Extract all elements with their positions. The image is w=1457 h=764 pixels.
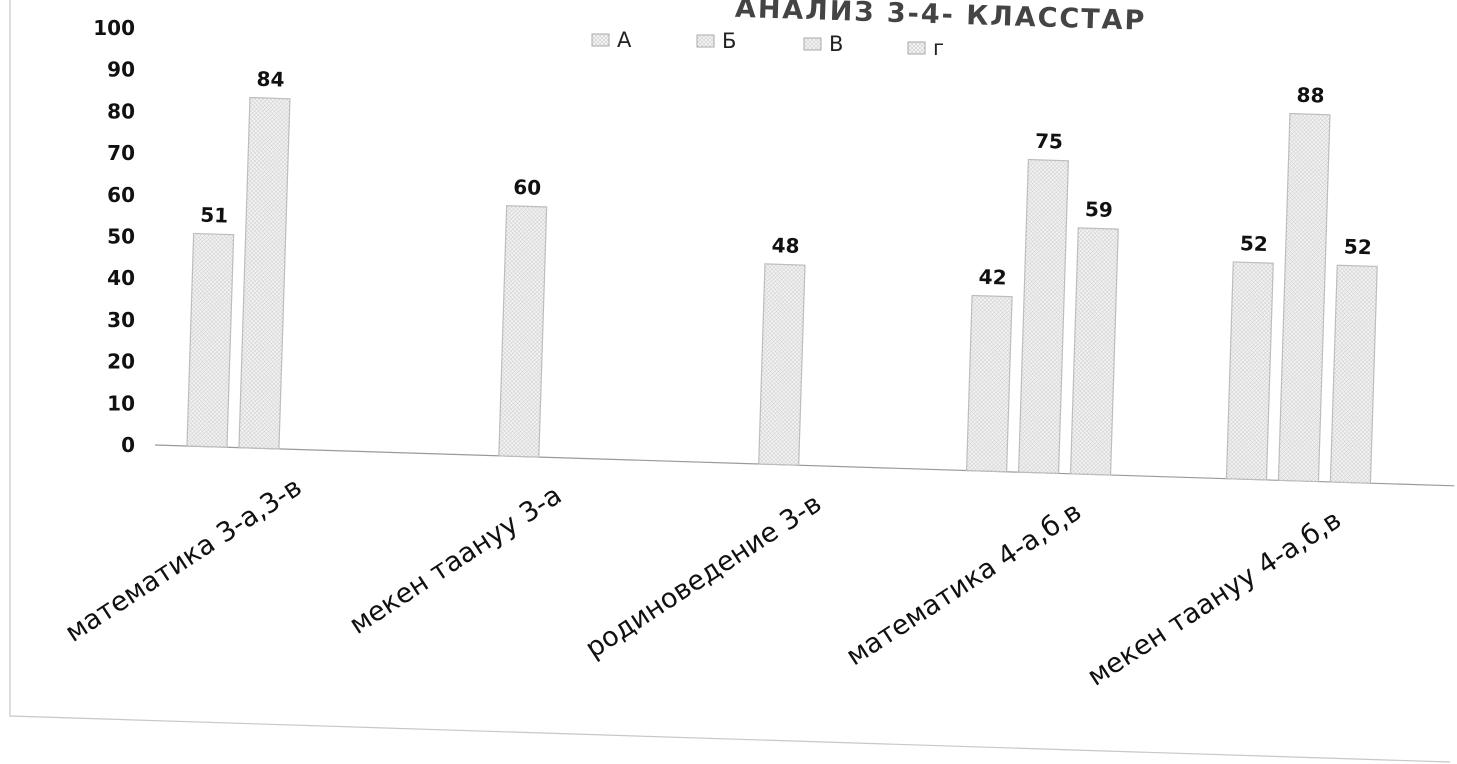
x-tick-label: родиноведение 3-в [580, 488, 827, 665]
legend-swatch [803, 37, 822, 51]
legend-swatch [907, 41, 926, 55]
bar [1329, 264, 1378, 484]
plot-area: 51 84 математика 3-а,3-в 60 мекен таануу 3-а… [60, 67, 1455, 692]
data-label: 84 [256, 67, 285, 92]
chart-frame [9, 0, 1451, 763]
data-label: 42 [978, 265, 1007, 290]
y-axis: 0 10 20 30 40 50 60 70 80 90 100 [93, 16, 135, 457]
y-tick-label: 50 [107, 225, 135, 249]
legend-label: г [933, 36, 944, 60]
data-label: 59 [1085, 197, 1114, 222]
y-tick-label: 40 [107, 266, 135, 290]
bar [498, 205, 548, 458]
legend-label: Б [722, 29, 736, 53]
chart-title: АНАЛИЗ 3-4- КЛАССТАР [734, 0, 1146, 37]
bar [1069, 227, 1119, 476]
y-tick-label: 0 [121, 433, 135, 457]
data-label: 60 [513, 175, 542, 200]
bar [965, 294, 1013, 473]
data-label: 48 [771, 233, 800, 258]
y-tick-label: 60 [107, 183, 135, 207]
bar [1017, 158, 1069, 475]
y-tick-label: 30 [107, 308, 135, 332]
x-tick-label: мекен таануу 4-а,б,в [1082, 504, 1347, 692]
data-label: 51 [200, 203, 229, 228]
bar [758, 263, 806, 466]
data-label: 88 [1296, 83, 1325, 108]
data-label: 52 [1344, 234, 1373, 259]
legend-label: В [829, 32, 843, 56]
y-tick-label: 100 [93, 16, 135, 40]
legend-label: А [617, 28, 632, 52]
bar [1277, 112, 1331, 483]
y-tick-label: 20 [107, 350, 135, 374]
bar [186, 232, 235, 448]
legend-swatch [591, 33, 610, 47]
x-tick-label: мекен таануу 3-а [344, 480, 567, 641]
data-label: 75 [1035, 129, 1064, 154]
x-tick-label: математика 4-а,б,в [841, 496, 1087, 672]
x-tick-label: математика 3-а,3-в [60, 472, 308, 649]
data-label: 52 [1240, 231, 1269, 256]
legend-swatch [696, 34, 715, 48]
bar [1225, 261, 1274, 481]
y-tick-label: 70 [107, 141, 135, 165]
y-tick-label: 80 [107, 99, 135, 123]
y-tick-label: 10 [107, 391, 135, 415]
y-tick-label: 90 [107, 58, 135, 82]
bar [238, 96, 291, 450]
